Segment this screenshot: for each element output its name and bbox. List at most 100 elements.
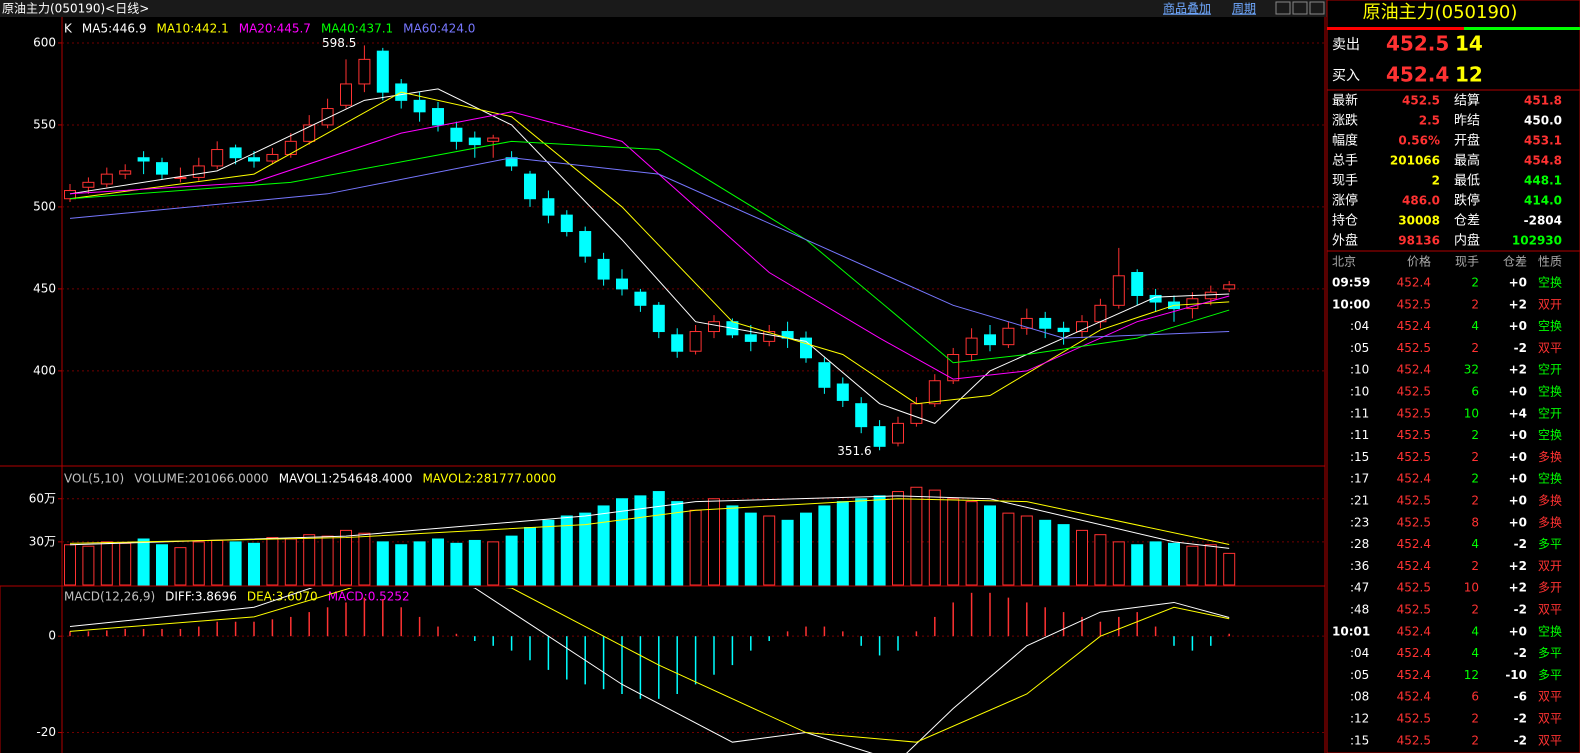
candle-body: [340, 83, 352, 106]
y-tick-label: 0: [48, 629, 56, 643]
quote-label: 持仓: [1332, 214, 1358, 229]
trade-cell: -2: [1514, 712, 1527, 726]
legend-entry: MA40:437.1: [321, 22, 393, 36]
volume-bar: [818, 505, 831, 586]
divider: [1464, 27, 1580, 30]
quote-label: 开盘: [1454, 133, 1480, 149]
trade-cell: 空开: [1538, 363, 1562, 377]
nav-button[interactable]: [1275, 1, 1291, 15]
indicator-line: [69, 88, 1230, 424]
quote-value: 30008: [1398, 214, 1440, 228]
volume-bar: [726, 505, 739, 586]
candle-body: [321, 108, 334, 126]
candle-body: [597, 258, 610, 280]
legend-entry: MA10:442.1: [156, 22, 228, 36]
menu-link[interactable]: 周期: [1232, 2, 1256, 16]
trade-cell: 452.5: [1397, 515, 1431, 529]
volume-bar: [763, 515, 776, 586]
candle-body: [432, 108, 444, 126]
volume-bar: [1223, 552, 1236, 586]
candle-body: [303, 124, 316, 142]
candle-body: [1020, 317, 1033, 329]
candle-body: [763, 331, 776, 342]
trade-cell: 452.5: [1397, 712, 1431, 726]
volume-bar: [432, 538, 444, 586]
trade-cell: 2: [1471, 472, 1479, 486]
volume-bar: [248, 542, 260, 586]
volume-bar: [1186, 545, 1199, 586]
trade-cell: 2: [1471, 276, 1479, 290]
candle-body: [450, 127, 463, 142]
trade-cell: 10:01: [1332, 624, 1370, 638]
trade-cell: +0: [1509, 385, 1527, 399]
trade-cell: 多换: [1538, 450, 1562, 464]
trade-cell: 2: [1471, 297, 1479, 311]
quote-value: 0.56%: [1398, 134, 1440, 148]
volume-bar: [836, 501, 849, 586]
volume-bar: [505, 535, 518, 586]
candle-body: [1223, 284, 1236, 290]
instrument-title: 原油主力(050190): [1363, 2, 1518, 23]
volume-bar: [192, 541, 205, 586]
trade-cell: +0: [1509, 276, 1527, 290]
y-tick-label: -20: [36, 725, 56, 739]
volume-bar: [82, 545, 95, 586]
trade-cell: 4: [1471, 646, 1479, 660]
trade-cell: :04: [1350, 319, 1369, 333]
trade-cell: 双平: [1538, 341, 1562, 355]
trade-cell: 2: [1471, 341, 1479, 355]
nav-button[interactable]: [1292, 1, 1308, 15]
volume-bar: [156, 544, 168, 586]
candle-body: [947, 354, 960, 382]
volume-bar: [652, 491, 665, 586]
volume-bar: [634, 495, 647, 586]
volume-bar: [873, 495, 886, 586]
candle-body: [579, 231, 592, 257]
candle-body: [119, 170, 132, 175]
volume-bar: [1057, 524, 1070, 586]
trade-cell: 2: [1471, 733, 1479, 747]
candle-body: [1204, 291, 1217, 300]
trade-cell: :05: [1350, 341, 1369, 355]
candle-body: [1076, 321, 1088, 333]
candle-body: [137, 157, 150, 162]
trade-cell: 6: [1471, 690, 1479, 704]
nav-button[interactable]: [1309, 1, 1325, 15]
candle-body: [800, 337, 812, 359]
trade-cell: :36: [1350, 559, 1369, 573]
legend-entry: VOL(5,10): [64, 472, 124, 486]
trade-cell: 2: [1471, 603, 1479, 617]
trade-cell: 452.5: [1397, 341, 1431, 355]
trade-cell: :11: [1350, 406, 1369, 420]
y-tick-label: 450: [33, 281, 56, 295]
trade-cell: :08: [1350, 690, 1369, 704]
candle-body: [358, 58, 371, 85]
indicator-line: [69, 91, 1230, 405]
trade-cell: 452.5: [1397, 428, 1431, 442]
trade-cell: 双开: [1538, 297, 1562, 311]
candle-body: [284, 140, 297, 155]
trade-cell: 6: [1471, 385, 1479, 399]
volume-bar: [1112, 541, 1125, 586]
trade-cell: +0: [1509, 319, 1527, 333]
candle-body: [192, 165, 205, 178]
trade-cell: :10: [1350, 385, 1369, 399]
trade-cell: 452.4: [1397, 363, 1431, 377]
y-tick-label: 400: [33, 363, 56, 377]
candle-body: [211, 149, 224, 167]
indicator-line: [69, 588, 1230, 743]
legend-entry: MA5:446.9: [82, 22, 147, 36]
trade-cell: -6: [1514, 690, 1527, 704]
trade-cell: -2: [1514, 733, 1527, 747]
volume-bar: [1131, 544, 1144, 586]
book-qty: 14: [1455, 32, 1483, 56]
menu-link[interactable]: 商品叠加: [1163, 1, 1211, 16]
volume-bar: [579, 512, 592, 586]
volume-bar: [174, 547, 187, 586]
legend-entry: K: [64, 22, 73, 36]
trade-cell: 452.4: [1397, 276, 1431, 290]
trade-cell: 空换: [1538, 319, 1562, 333]
trade-cell: 452.5: [1397, 297, 1431, 311]
quote-label: 总手: [1332, 154, 1358, 169]
volume-bar: [64, 544, 76, 586]
